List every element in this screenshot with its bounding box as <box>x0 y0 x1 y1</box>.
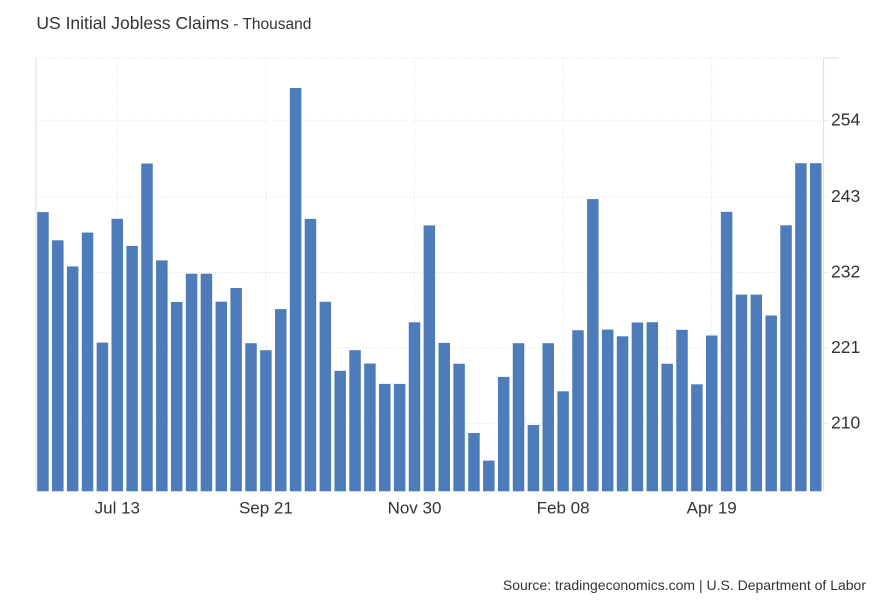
svg-text:Source: tradingeconomics.com |: Source: tradingeconomics.com | U.S. Depa… <box>503 577 866 593</box>
svg-text:Feb 08: Feb 08 <box>537 499 590 518</box>
svg-text:Sep 21: Sep 21 <box>239 499 293 518</box>
svg-text:US Initial Jobless Claims - Th: US Initial Jobless Claims - Thousand <box>36 13 311 33</box>
svg-text:243: 243 <box>831 186 860 206</box>
svg-text:Jul 13: Jul 13 <box>95 499 140 518</box>
svg-text:221: 221 <box>831 337 860 357</box>
svg-text:Apr 19: Apr 19 <box>687 499 737 518</box>
svg-text:232: 232 <box>831 262 860 282</box>
svg-text:210: 210 <box>831 413 860 433</box>
svg-text:Nov 30: Nov 30 <box>388 499 442 518</box>
svg-text:254: 254 <box>831 109 860 129</box>
